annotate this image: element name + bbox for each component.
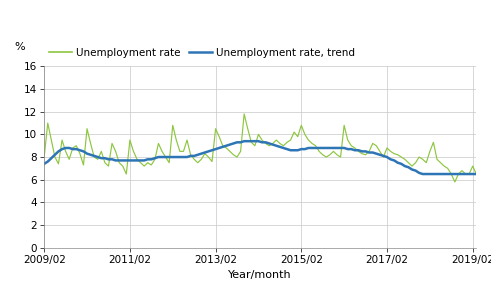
Unemployment rate, trend (448, 172, 454, 176)
Unemployment rate (141, 164, 147, 168)
X-axis label: Year/month: Year/month (228, 270, 292, 280)
Text: %: % (14, 42, 25, 52)
Unemployment rate, trend (473, 172, 479, 176)
Unemployment rate (466, 172, 472, 176)
Unemployment rate, trend (141, 159, 147, 162)
Unemployment rate (241, 112, 247, 116)
Unemployment rate (452, 180, 458, 184)
Unemployment rate (181, 149, 187, 153)
Unemployment rate (320, 153, 326, 157)
Unemployment rate (41, 155, 47, 159)
Unemployment rate (473, 172, 479, 176)
Unemployment rate, trend (41, 162, 47, 165)
Unemployment rate, trend (320, 146, 326, 150)
Unemployment rate, trend (241, 140, 247, 143)
Unemployment rate (445, 167, 451, 170)
Unemployment rate, trend (466, 172, 472, 176)
Unemployment rate, trend (181, 155, 187, 159)
Line: Unemployment rate, trend: Unemployment rate, trend (44, 141, 476, 174)
Unemployment rate, trend (280, 146, 286, 150)
Legend: Unemployment rate, Unemployment rate, trend: Unemployment rate, Unemployment rate, tr… (50, 48, 355, 58)
Line: Unemployment rate: Unemployment rate (44, 114, 476, 182)
Unemployment rate, trend (420, 172, 426, 176)
Unemployment rate (280, 144, 286, 148)
